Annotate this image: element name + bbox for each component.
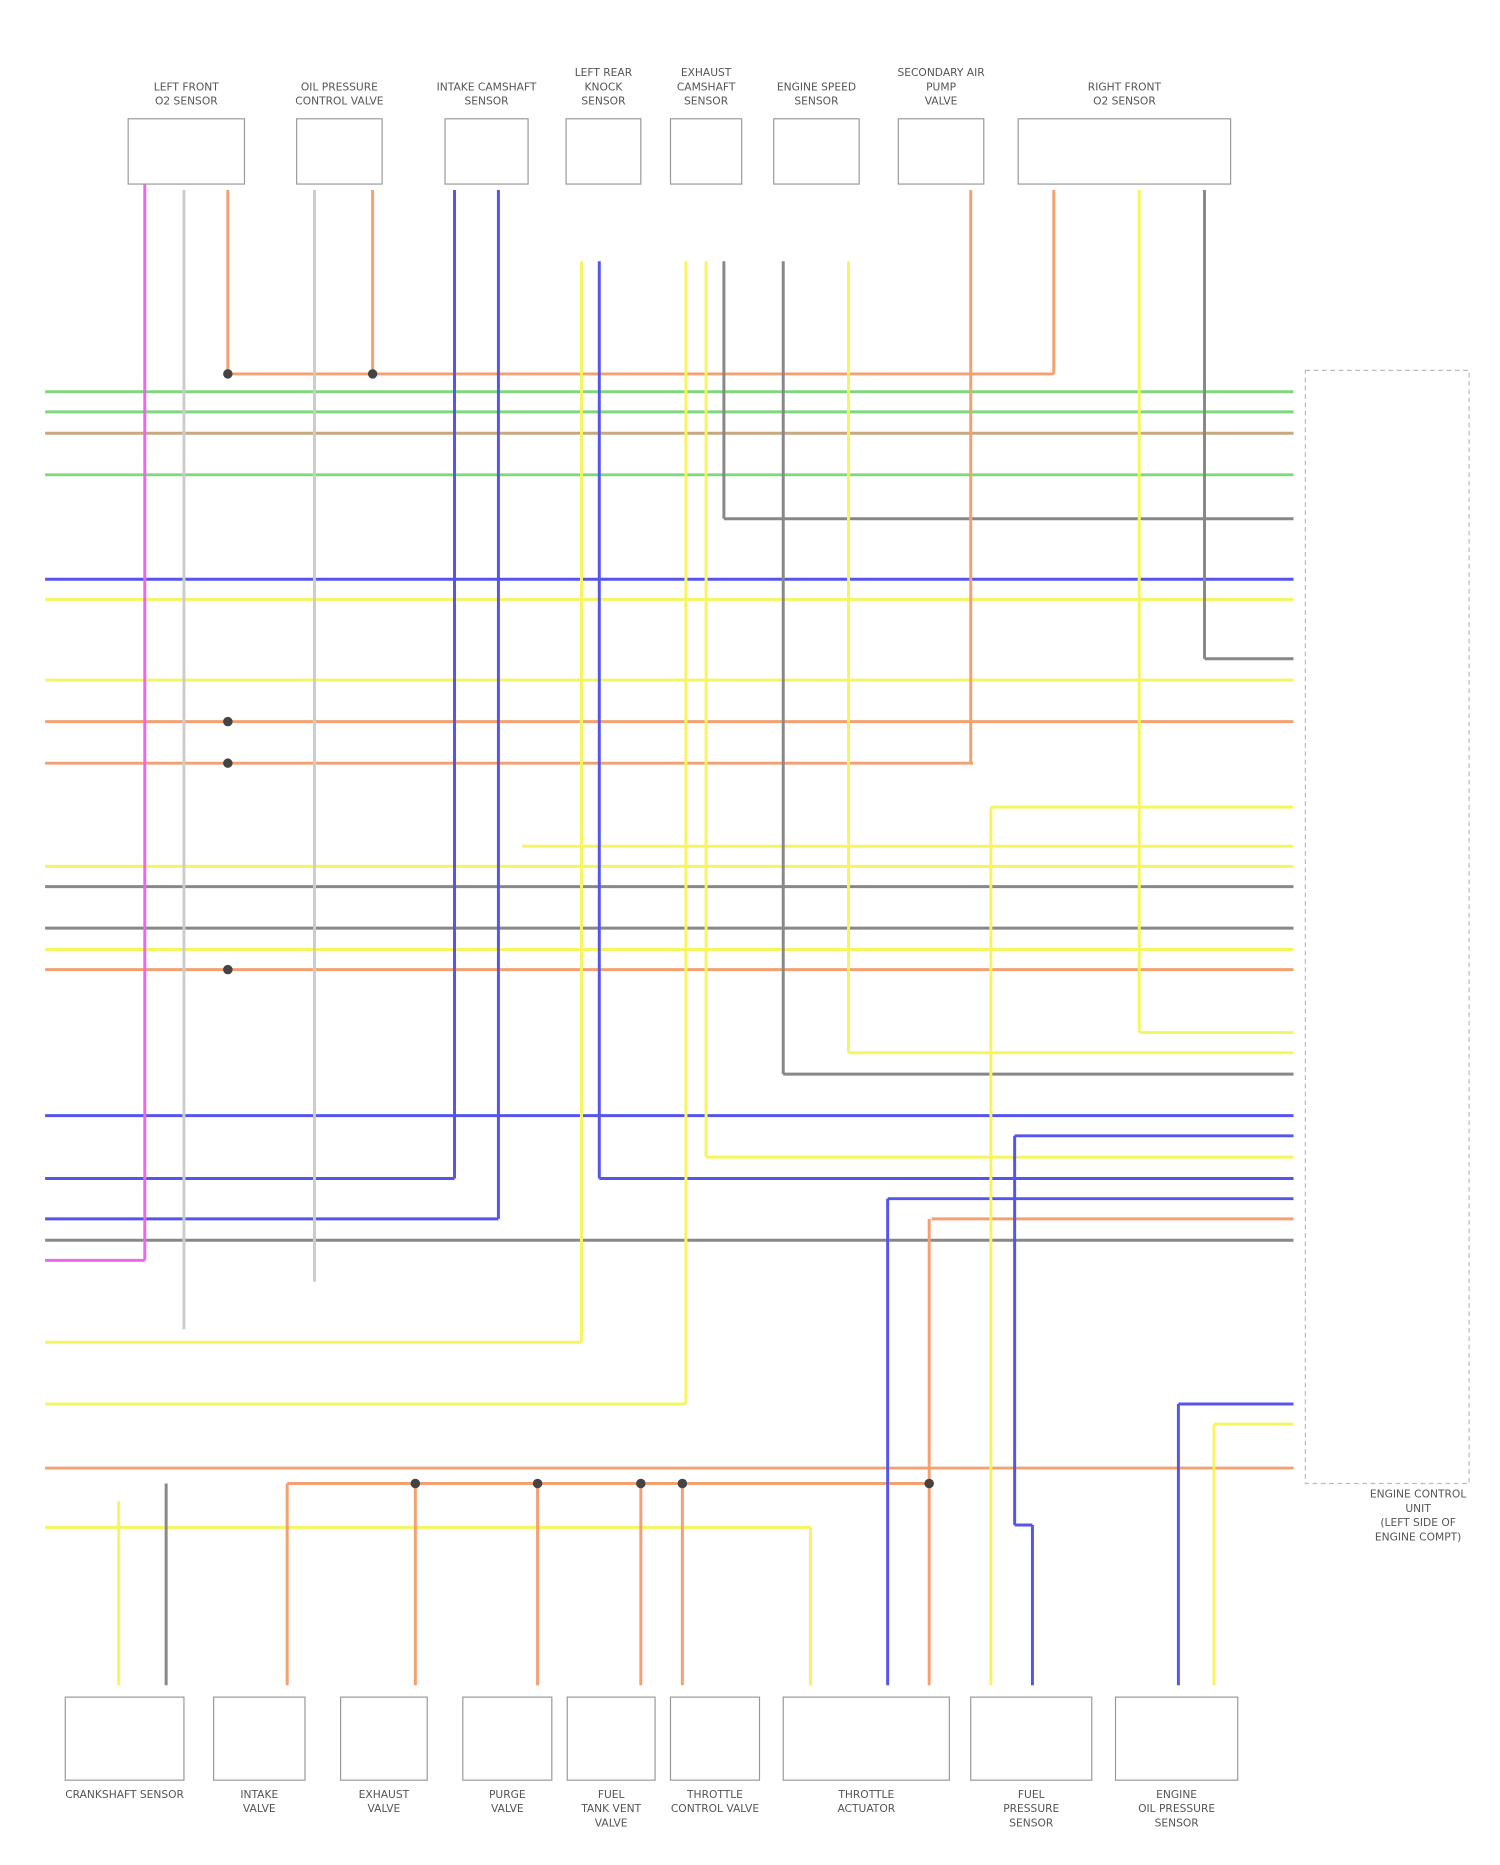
component-label: UNIT: [1405, 1502, 1431, 1515]
component-label: ENGINE COMPT): [1375, 1530, 1461, 1543]
component-label: SENSOR: [794, 95, 839, 108]
component-label: SENSOR: [684, 95, 729, 108]
component-label: FUEL: [1018, 1788, 1045, 1801]
component-label: VALVE: [243, 1802, 276, 1815]
component-label: PURGE: [489, 1788, 526, 1801]
component-box: [565, 118, 642, 185]
component-label: O2 SENSOR: [1093, 95, 1156, 108]
component-label: THROTTLE: [686, 1788, 743, 1801]
component-label: SENSOR: [581, 95, 626, 108]
component-box: [213, 1696, 306, 1781]
component-label: FUEL: [598, 1788, 625, 1801]
component-label: OIL PRESSURE: [301, 80, 378, 93]
component-label: (LEFT SIDE OF: [1380, 1516, 1456, 1529]
component-label: RIGHT FRONT: [1088, 80, 1162, 93]
component-label: SENSOR: [465, 95, 510, 108]
splice: [410, 1478, 421, 1489]
component-label: SENSOR: [1155, 1816, 1200, 1829]
component-box: [773, 118, 860, 185]
component-label: INTAKE: [240, 1788, 278, 1801]
splice: [924, 1478, 934, 1489]
component-label: LEFT FRONT: [154, 80, 219, 93]
component-label: TANK VENT: [580, 1802, 641, 1815]
component-label: ACTUATOR: [837, 1802, 895, 1815]
component-label: OIL PRESSURE: [1138, 1802, 1215, 1815]
component-label: O2 SENSOR: [155, 95, 218, 108]
component-label: EXHAUST: [359, 1788, 410, 1801]
splice: [367, 369, 378, 379]
component-box: [296, 118, 383, 185]
component-label: CRANKSHAFT SENSOR: [65, 1788, 184, 1801]
splice: [223, 716, 233, 727]
component-box: [462, 1696, 553, 1781]
component-box: [444, 118, 529, 185]
component-label: CONTROL VALVE: [295, 95, 383, 108]
component-label: PRESSURE: [1003, 1802, 1059, 1815]
splice: [636, 1478, 646, 1489]
component-box: [970, 1696, 1093, 1781]
splice: [223, 758, 233, 768]
ecu-box: [1304, 369, 1470, 1485]
component-label: ENGINE CONTROL: [1370, 1488, 1466, 1501]
component-box: [1114, 1696, 1239, 1781]
component-label: INTAKE CAMSHAFT: [437, 80, 537, 93]
component-label: VALVE: [368, 1802, 401, 1815]
component-label: PUMP: [926, 80, 956, 93]
component-label: CONTROL VALVE: [671, 1802, 759, 1815]
component-box: [566, 1696, 656, 1781]
component-box: [339, 1696, 428, 1781]
splice: [223, 369, 233, 379]
component-label: VALVE: [491, 1802, 524, 1815]
component-box: [1017, 118, 1232, 185]
component-label: VALVE: [925, 95, 958, 108]
splice: [677, 1478, 688, 1489]
component-label: SENSOR: [1009, 1816, 1054, 1829]
component-box: [782, 1696, 950, 1781]
component-label: THROTTLE: [837, 1788, 894, 1801]
component-label: CAMSHAFT: [677, 80, 736, 93]
component-box: [669, 118, 743, 185]
splice: [532, 1478, 543, 1489]
component-box: [64, 1696, 185, 1781]
splice: [223, 964, 233, 975]
component-label: KNOCK: [585, 80, 624, 93]
component-box: [669, 1696, 761, 1781]
component-label: VALVE: [595, 1816, 628, 1829]
component-box: [127, 118, 246, 185]
component-label: ENGINE SPEED: [777, 80, 856, 93]
component-label: EXHAUST: [681, 66, 732, 79]
component-label: ENGINE: [1156, 1788, 1197, 1801]
component-box: [897, 118, 985, 185]
component-label: LEFT REAR: [575, 66, 633, 79]
component-label: SECONDARY AIR: [897, 66, 985, 79]
